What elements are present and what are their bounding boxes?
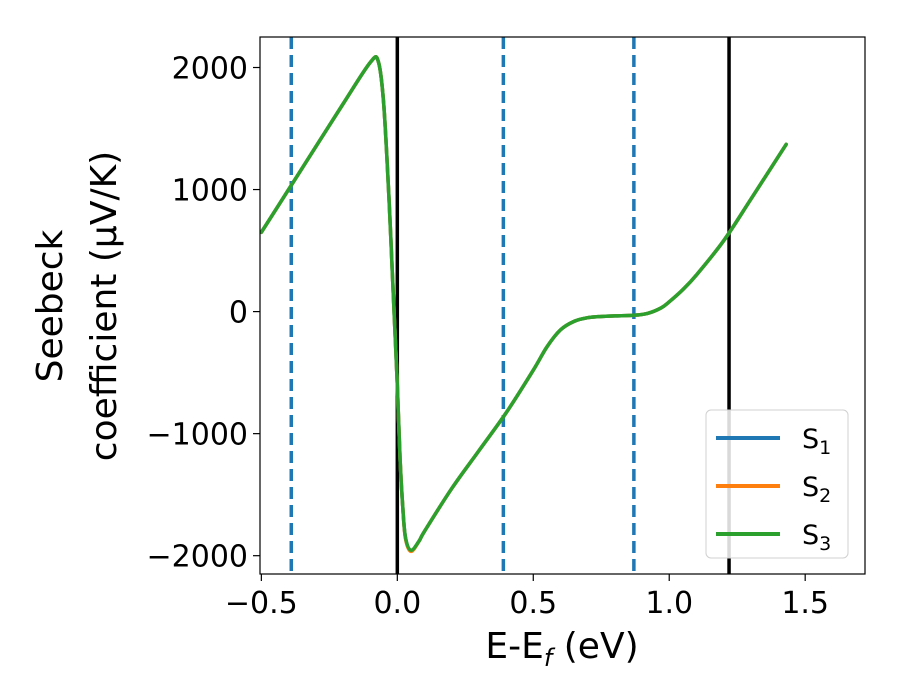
legend-label-s2: S2 [802,472,831,507]
x-tick-label: 0.5 [509,586,557,621]
x-axis-ticks: −0.5 0.0 0.5 1.0 1.5 [225,574,829,621]
y-tick-label: 0 [229,296,248,331]
x-tick-label: 1.5 [781,586,829,621]
y-axis-title-line2: coefficient (μV/K) [84,151,125,461]
y-axis-title-line1: Seebeck [30,229,71,382]
y-tick-label: −2000 [147,540,248,575]
legend: S1 S2 S3 [705,409,849,559]
legend-label-s1: S1 [802,424,831,459]
x-tick-label: 1.0 [645,586,693,621]
y-axis-ticks: 2000 1000 0 −1000 −2000 [147,52,260,575]
plot-frame [259,36,866,575]
series-line-s3 [260,55,788,552]
y-tick-label: −1000 [147,418,248,453]
y-tick-label: 1000 [172,174,248,209]
x-tick-label: 0.0 [373,586,421,621]
x-tick-label: −0.5 [225,586,298,621]
y-tick-label: 2000 [172,52,248,87]
y-axis-title: Seebeck coefficient (μV/K) [30,151,125,461]
series-lines [260,55,788,554]
x-axis-title: E-Ef (eV) [485,626,638,672]
legend-label-s3: S3 [802,520,831,555]
